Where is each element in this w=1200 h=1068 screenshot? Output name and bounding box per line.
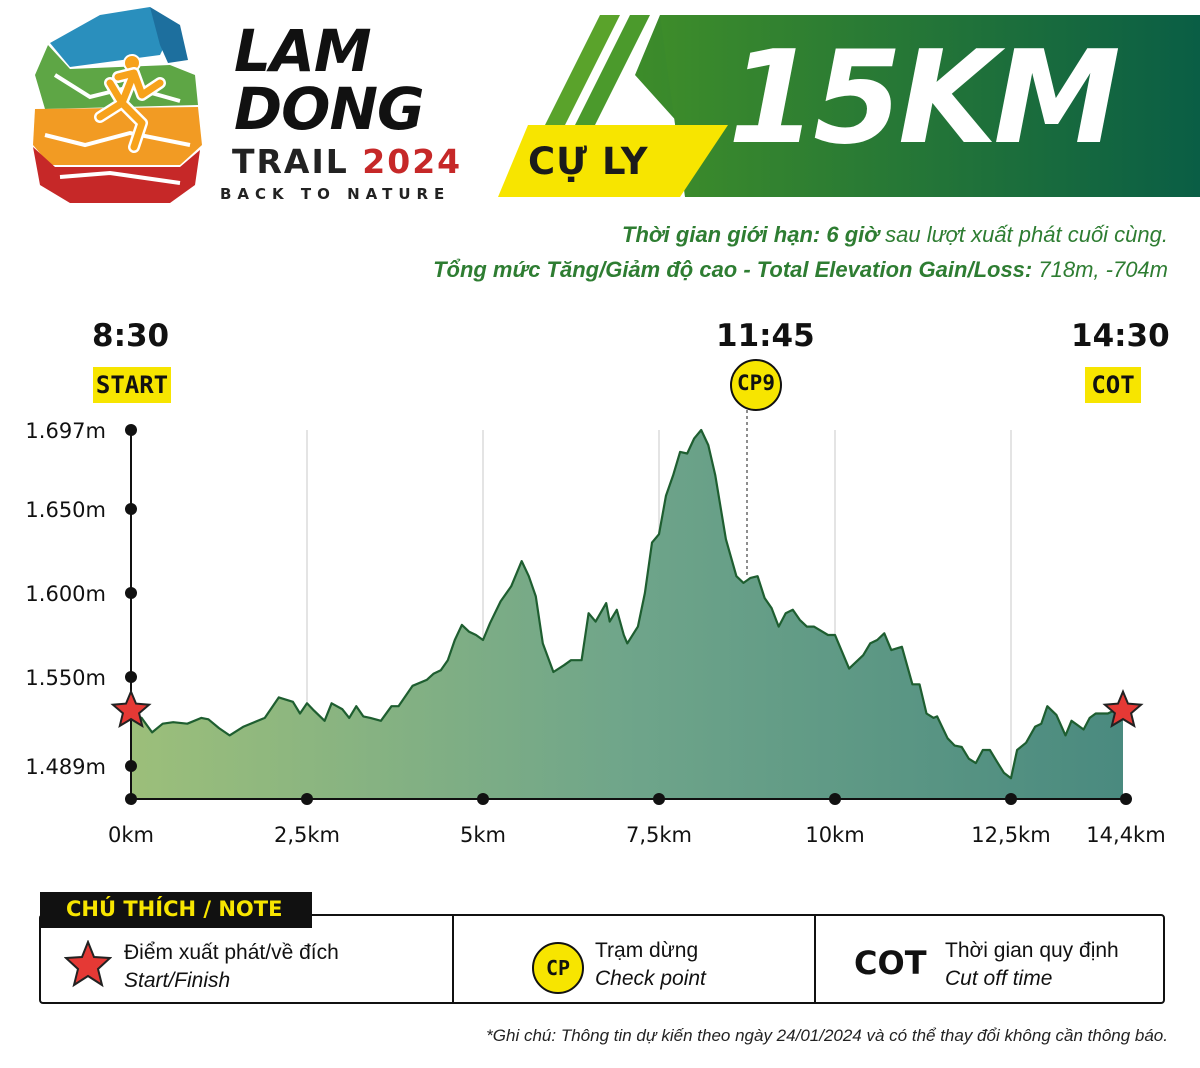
- legend-start-finish-label: Điểm xuất phát/về đích: [124, 941, 339, 964]
- x-tick-label: 12,5km: [971, 823, 1050, 847]
- finish-star-icon: [1102, 688, 1144, 729]
- x-tick-label: 14,4km: [1086, 823, 1165, 847]
- y-tick-dot: [125, 671, 137, 683]
- logo-title-line1: LAM: [234, 17, 372, 85]
- distance-value: 15KM: [728, 24, 1121, 173]
- logo-tagline: BACK TO NATURE: [220, 185, 451, 203]
- y-tick-dot: [125, 503, 137, 515]
- cp9-badge: [730, 359, 782, 411]
- x-tick-label: 10km: [805, 823, 864, 847]
- start-star-icon: [110, 688, 152, 729]
- y-tick-dot: [125, 587, 137, 599]
- legend-divider: [814, 916, 816, 1002]
- lam-dong-trail-logo: [33, 7, 202, 203]
- x-tick-label: 0km: [108, 823, 154, 847]
- start-tag: START: [93, 367, 171, 403]
- cot-time: 14:30: [1071, 318, 1170, 354]
- distance-banner: [498, 15, 1200, 197]
- logo-title-line3: TRAIL 2024: [232, 142, 462, 181]
- legend-cot-sub: Cut off time: [945, 967, 1053, 990]
- time-limit-value: 6 giờ: [826, 222, 880, 247]
- elevation-prefix: Tổng mức Tăng/Giảm độ cao - Total Elevat…: [433, 257, 1033, 282]
- logo-year-text: 2024: [362, 142, 463, 181]
- x-tick-dot: [301, 793, 313, 805]
- elevation-area: [131, 430, 1123, 799]
- distance-label: CỰ LY: [528, 140, 649, 183]
- y-tick-label: 1.600m: [25, 582, 106, 606]
- elevation-info: Tổng mức Tăng/Giảm độ cao - Total Elevat…: [433, 257, 1168, 283]
- x-tick-label: 7,5km: [626, 823, 692, 847]
- time-limit-info: Thời gian giới hạn: 6 giờ sau lượt xuất …: [622, 222, 1168, 248]
- y-tick-dot: [125, 760, 137, 772]
- y-tick-label: 1.650m: [25, 498, 106, 522]
- checkpoint-icon: [532, 942, 584, 994]
- legend-title: CHÚ THÍCH / NOTE: [66, 897, 283, 921]
- x-tick-dot: [829, 793, 841, 805]
- legend-checkpoint-label: Trạm dừng: [595, 939, 699, 962]
- y-tick-dot: [125, 424, 137, 436]
- cp9-badge-label: CP9: [737, 371, 775, 395]
- logo-year: 2024: [362, 142, 462, 181]
- cp9-time: 11:45: [716, 318, 815, 354]
- start-time: 8:30: [92, 318, 170, 354]
- x-tick-label: 2,5km: [274, 823, 340, 847]
- legend-box: [39, 914, 1165, 1004]
- legend-start-finish-sub: Start/Finish: [124, 969, 231, 992]
- x-tick-dot: [125, 793, 137, 805]
- time-limit-prefix: Thời gian giới hạn:: [622, 222, 821, 247]
- x-tick-dot: [1120, 793, 1132, 805]
- elevation-profile-chart: 1.697m 1.650m 1.600m 1.550m 1.489m 0km 2,5km 5k…: [25, 410, 1166, 847]
- x-tick-label: 5km: [460, 823, 506, 847]
- cot-tag: COT: [1085, 367, 1141, 403]
- time-limit-suffix: sau lượt xuất phát cuối cùng.: [885, 222, 1168, 247]
- y-tick-label: 1.697m: [25, 419, 106, 443]
- x-tick-dot: [653, 793, 665, 805]
- x-tick-dot: [477, 793, 489, 805]
- legend-cot-label: Thời gian quy định: [945, 939, 1119, 962]
- logo-trail-word: TRAIL: [232, 142, 349, 181]
- logo-title-line2: DONG: [234, 75, 425, 143]
- legend-checkpoint-sub: Check point: [595, 967, 706, 990]
- elevation-line: [130, 428, 1123, 780]
- x-tick-dot: [1005, 793, 1017, 805]
- y-tick-label: 1.550m: [25, 666, 106, 690]
- cot-icon: COT: [854, 944, 927, 982]
- legend-divider: [452, 916, 454, 1002]
- legend-title-bar: [40, 892, 312, 928]
- star-icon: [64, 940, 112, 988]
- y-tick-label: 1.489m: [25, 755, 106, 779]
- footnote: *Ghi chú: Thông tin dự kiến theo ngày 24…: [486, 1026, 1168, 1045]
- checkpoint-icon-label: CP: [545, 956, 571, 980]
- elevation-value: 718m, -704m: [1038, 257, 1168, 282]
